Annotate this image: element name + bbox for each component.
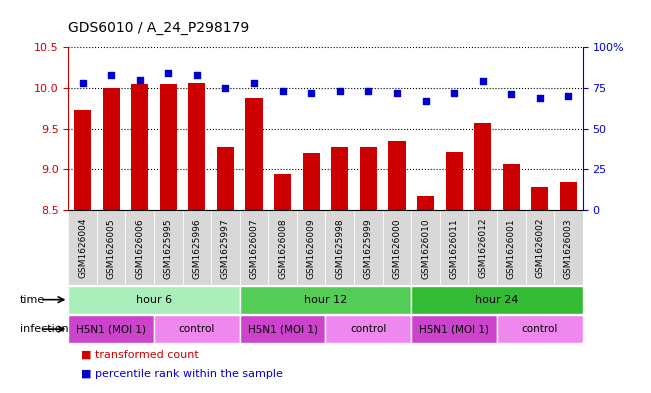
Text: H5N1 (MOI 1): H5N1 (MOI 1) — [247, 324, 318, 334]
Point — [106, 72, 117, 78]
FancyBboxPatch shape — [411, 210, 440, 285]
FancyBboxPatch shape — [326, 315, 411, 343]
FancyBboxPatch shape — [411, 285, 583, 314]
FancyBboxPatch shape — [440, 210, 468, 285]
FancyBboxPatch shape — [154, 210, 183, 285]
FancyBboxPatch shape — [97, 210, 126, 285]
Text: hour 12: hour 12 — [304, 295, 347, 305]
FancyBboxPatch shape — [354, 210, 383, 285]
FancyBboxPatch shape — [240, 210, 268, 285]
FancyBboxPatch shape — [554, 210, 583, 285]
Bar — [74, 110, 91, 210]
Point — [392, 90, 402, 96]
Point — [191, 72, 202, 78]
FancyBboxPatch shape — [297, 210, 326, 285]
Bar — [188, 83, 206, 210]
Bar — [474, 123, 492, 210]
Text: H5N1 (MOI 1): H5N1 (MOI 1) — [419, 324, 489, 334]
Text: hour 24: hour 24 — [475, 295, 519, 305]
FancyBboxPatch shape — [268, 210, 297, 285]
Point — [306, 90, 316, 96]
Point — [449, 90, 459, 96]
Text: control: control — [521, 324, 558, 334]
FancyBboxPatch shape — [183, 210, 211, 285]
FancyBboxPatch shape — [126, 210, 154, 285]
Bar — [503, 164, 519, 210]
FancyBboxPatch shape — [154, 315, 240, 343]
Bar — [103, 88, 120, 210]
FancyBboxPatch shape — [525, 210, 554, 285]
Bar — [303, 153, 320, 210]
Point — [335, 88, 345, 94]
Point — [220, 85, 230, 91]
Text: control: control — [350, 324, 387, 334]
Point — [477, 78, 488, 84]
Bar — [217, 147, 234, 210]
Text: infection: infection — [20, 324, 68, 334]
FancyBboxPatch shape — [383, 210, 411, 285]
FancyBboxPatch shape — [497, 315, 583, 343]
FancyBboxPatch shape — [240, 285, 411, 314]
Bar — [360, 147, 377, 210]
Point — [534, 95, 545, 101]
Text: control: control — [179, 324, 215, 334]
Point — [421, 98, 431, 104]
FancyBboxPatch shape — [240, 315, 326, 343]
Point — [135, 77, 145, 83]
FancyBboxPatch shape — [411, 315, 497, 343]
Point — [277, 88, 288, 94]
Bar — [274, 174, 291, 210]
Bar — [331, 147, 348, 210]
FancyBboxPatch shape — [68, 315, 154, 343]
Bar — [445, 152, 463, 210]
FancyBboxPatch shape — [211, 210, 240, 285]
Point — [77, 80, 88, 86]
Bar — [531, 187, 548, 210]
Point — [163, 70, 174, 76]
FancyBboxPatch shape — [68, 210, 97, 285]
Text: hour 6: hour 6 — [136, 295, 172, 305]
FancyBboxPatch shape — [326, 210, 354, 285]
FancyBboxPatch shape — [68, 285, 240, 314]
Bar — [417, 196, 434, 210]
FancyBboxPatch shape — [468, 210, 497, 285]
Bar — [389, 141, 406, 210]
Point — [563, 93, 574, 99]
Bar — [159, 84, 177, 210]
Point — [363, 88, 374, 94]
Text: ■ percentile rank within the sample: ■ percentile rank within the sample — [81, 369, 283, 379]
Bar — [132, 84, 148, 210]
Text: GDS6010 / A_24_P298179: GDS6010 / A_24_P298179 — [68, 21, 249, 35]
Text: H5N1 (MOI 1): H5N1 (MOI 1) — [76, 324, 146, 334]
Bar — [245, 98, 262, 210]
Point — [506, 91, 516, 97]
Point — [249, 80, 259, 86]
FancyBboxPatch shape — [497, 210, 525, 285]
Text: ■ transformed count: ■ transformed count — [81, 350, 199, 360]
Bar — [560, 182, 577, 210]
Text: time: time — [20, 295, 45, 305]
